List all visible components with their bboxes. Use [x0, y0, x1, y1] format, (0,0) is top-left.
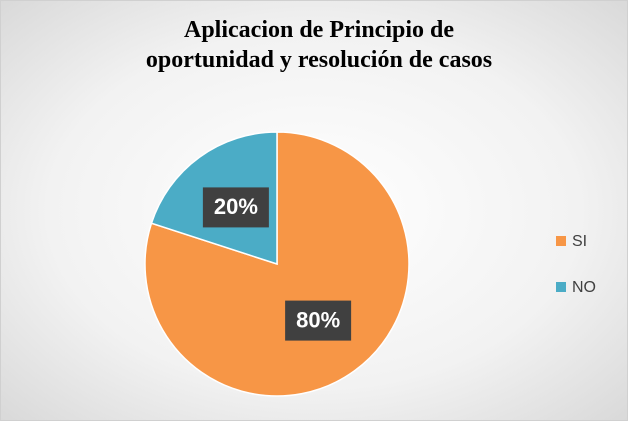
- legend-label: NO: [572, 279, 596, 296]
- value-label: 80%: [296, 307, 340, 332]
- value-label-box: [285, 300, 352, 341]
- legend-swatch: [556, 236, 566, 246]
- chart-title: Aplicacion de Principio de oportunidad y…: [145, 17, 493, 73]
- legend-swatch: [556, 282, 566, 292]
- legend-label: SI: [572, 233, 587, 250]
- value-label: 20%: [214, 194, 258, 219]
- value-label-box: [202, 187, 269, 228]
